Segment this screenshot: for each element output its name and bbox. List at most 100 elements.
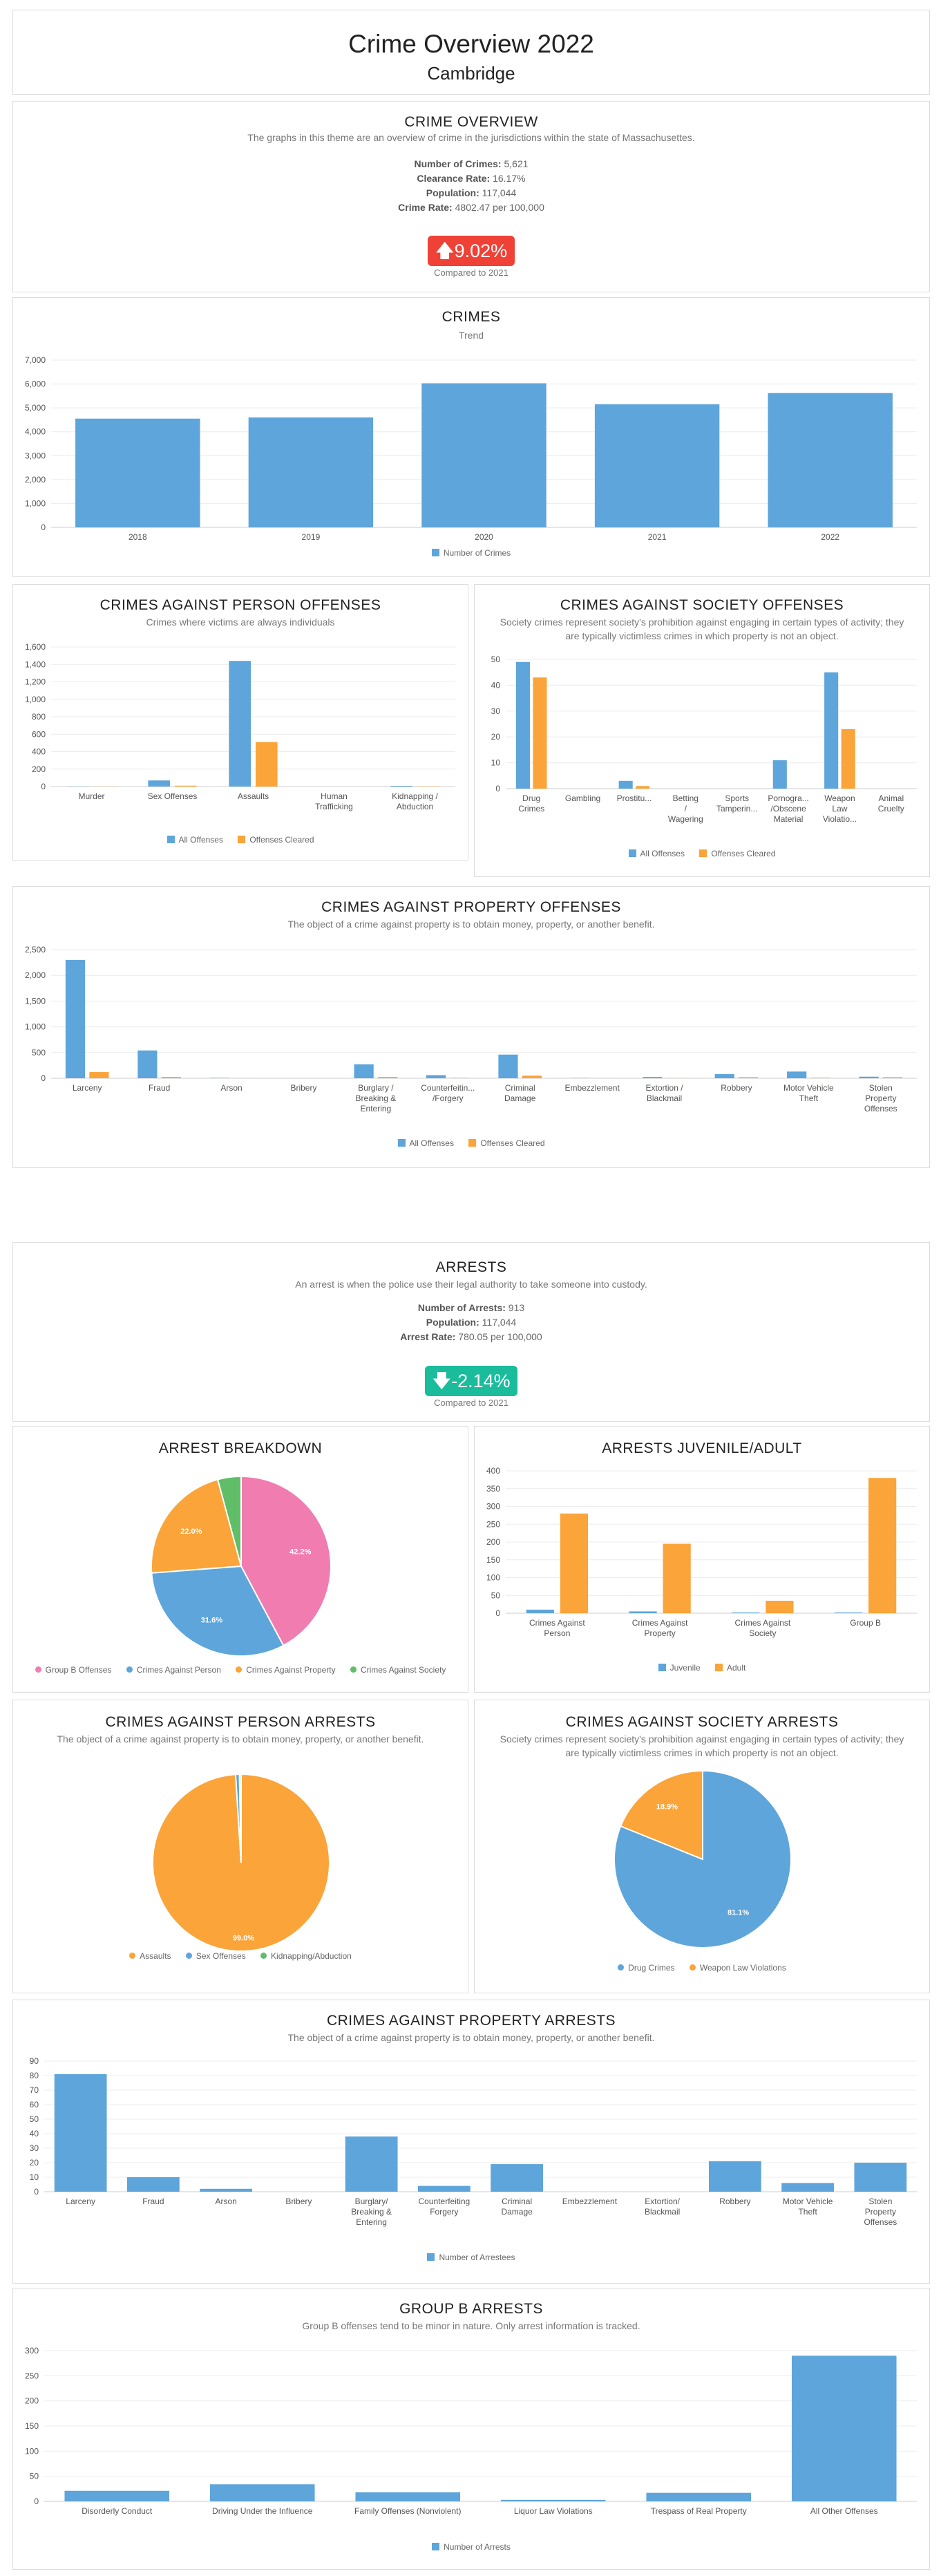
society-arrests-pie: 81.1% 18.9% (614, 1769, 792, 1948)
chart-legend: Juvenile Adult (475, 1663, 929, 1673)
x-tick-label: Kidnapping / (392, 791, 438, 801)
legend-dot (126, 1666, 133, 1673)
bar (854, 2163, 907, 2192)
chart-subtitle: Group B offenses tend to be minor in nat… (302, 2320, 640, 2331)
x-tick-label: 2022 (821, 532, 839, 542)
bar (200, 2188, 253, 2192)
y-tick-label: 50 (491, 655, 501, 664)
y-tick-label: 400 (32, 747, 46, 757)
chart-title: ARRESTS JUVENILE/ADULT (602, 1440, 802, 1456)
x-tick-label: Weapon (824, 793, 855, 803)
chart-subtitle: Society crimes represent society's prohi… (500, 617, 904, 641)
chart-subtitle: Crimes where victims are always individu… (146, 617, 335, 628)
y-tick-label: 1,000 (25, 695, 46, 704)
pie-slice (151, 1565, 285, 1657)
bar (417, 2185, 470, 2192)
y-tick-label: 1,200 (25, 677, 46, 687)
y-tick-label: 4,000 (25, 427, 46, 437)
x-tick-label: Society (749, 1628, 776, 1638)
bar (859, 1076, 879, 1078)
person-arrests-card: CRIMES AGAINST PERSON ARRESTS The object… (12, 1700, 468, 1993)
y-tick-label: 3,000 (25, 451, 46, 460)
groupb-arrests-card: GROUP B ARRESTS Group B offenses tend to… (12, 2288, 930, 2570)
legend-item: Adult (715, 1663, 745, 1673)
person-arrests-pie: 99.0% (152, 1773, 330, 1952)
y-tick-label: 100 (486, 1573, 500, 1583)
x-tick-label: Damage (504, 1093, 536, 1103)
bar (161, 1077, 181, 1078)
y-tick-label: 10 (491, 758, 501, 768)
x-tick-label: Sex Offenses (148, 791, 198, 801)
legend-item: Offenses Cleared (468, 1138, 545, 1148)
pie-data-label: 18.9% (656, 1803, 678, 1812)
x-tick-label: / (685, 804, 687, 814)
legend-dot (236, 1666, 243, 1673)
y-tick-label: 800 (32, 712, 46, 722)
y-tick-label: 500 (32, 1048, 46, 1057)
y-tick-label: 80 (30, 2071, 39, 2080)
arrow-down-icon: 🡇 (432, 1371, 452, 1391)
legend-swatch (432, 2543, 440, 2550)
bar (345, 2136, 398, 2192)
x-tick-label: Crimes (518, 804, 544, 814)
y-tick-label: 20 (491, 732, 501, 742)
stat-row: Population: 117,044 (426, 1317, 517, 1328)
legend-swatch (167, 836, 175, 843)
x-tick-label: Breaking & (356, 1093, 397, 1103)
property-arrests-chart: 0 10 20 30 40 50 60 70 80 90 Larceny Fraud Arson Brib… (30, 2056, 917, 2227)
y-tick-label: 200 (486, 1537, 500, 1547)
y-tick-label: 1,500 (25, 996, 46, 1006)
legend-item: Number of Arrests (432, 2542, 511, 2552)
chart-subtitle: The object of a crime against property i… (287, 919, 655, 930)
stat-row: Number of Crimes: 5,621 (414, 158, 529, 169)
x-tick-label: Embezzlement (562, 2197, 618, 2206)
x-tick-label: Larceny (73, 1083, 102, 1093)
bar (421, 383, 546, 527)
x-tick-label: Human (321, 791, 348, 801)
bar (781, 2183, 835, 2192)
x-tick-label: Robbery (721, 1083, 752, 1093)
groupb-arrests-chart: 0 50 100 150 200 250 300 Disorderly Conduct Driv… (25, 2346, 917, 2516)
bar (768, 393, 893, 527)
x-tick-label: Drug (522, 793, 540, 803)
x-tick-label: Bribery (285, 2197, 312, 2206)
arrest-breakdown-card: ARREST BREAKDOWN 42.2% 31.6% 22.0% Group B… (12, 1426, 468, 1693)
chart-legend: Number of Arrests (13, 2542, 929, 2552)
chart-legend: Group B Offenses Crimes Against Person C… (13, 1665, 468, 1675)
x-tick-label: Trafficking (315, 802, 353, 811)
x-tick-label: Breaking & (351, 2207, 392, 2217)
x-tick-label: Driving Under the Influence (212, 2506, 313, 2516)
chart-legend: All Offenses Offenses Cleared (13, 835, 468, 845)
stat-row: Number of Arrests: 913 (417, 1302, 525, 1313)
legend-item: Group B Offenses (35, 1665, 111, 1675)
x-tick-label: Gambling (565, 793, 600, 803)
y-tick-label: 100 (25, 2446, 39, 2456)
page-subtitle: Cambridge (427, 63, 515, 84)
chart-legend: All Offenses Offenses Cleared (475, 849, 929, 858)
x-tick-label: Counterfeiting (419, 2197, 470, 2206)
bar (491, 2164, 544, 2192)
arrests-overview-card: ARRESTS An arrest is when the police use… (12, 1242, 930, 1422)
legend-item: Juvenile (658, 1663, 701, 1673)
person-offenses-chart: 0 200 400 600 800 1,000 1,200 1,400 1,600 Murder S… (25, 642, 455, 811)
x-tick-label: /Forgery (433, 1093, 464, 1103)
legend-item: All Offenses (167, 835, 223, 845)
bar (533, 677, 547, 789)
chart-legend: Number of Crimes (13, 548, 929, 558)
bar (390, 785, 412, 787)
chart-title: CRIMES AGAINST SOCIETY ARRESTS (565, 1714, 839, 1730)
y-tick-label: 0 (41, 1073, 46, 1083)
pie-slice (216, 1475, 242, 1567)
x-tick-label: Crimes Against (529, 1618, 585, 1628)
x-tick-label: Betting (673, 793, 698, 803)
y-tick-label: 400 (486, 1466, 500, 1476)
juvenile-adult-card: ARRESTS JUVENILE/ADULT 0 50 100 150 200 250 30… (474, 1426, 930, 1693)
legend-swatch (699, 849, 707, 857)
x-tick-label: Fraud (142, 2197, 164, 2206)
stat-row: Crime Rate: 4802.47 per 100,000 (398, 202, 544, 213)
chart-title: CRIMES AGAINST SOCIETY OFFENSES (560, 597, 844, 613)
bar (378, 1077, 398, 1078)
bar (515, 661, 530, 789)
legend-dot (350, 1666, 357, 1673)
